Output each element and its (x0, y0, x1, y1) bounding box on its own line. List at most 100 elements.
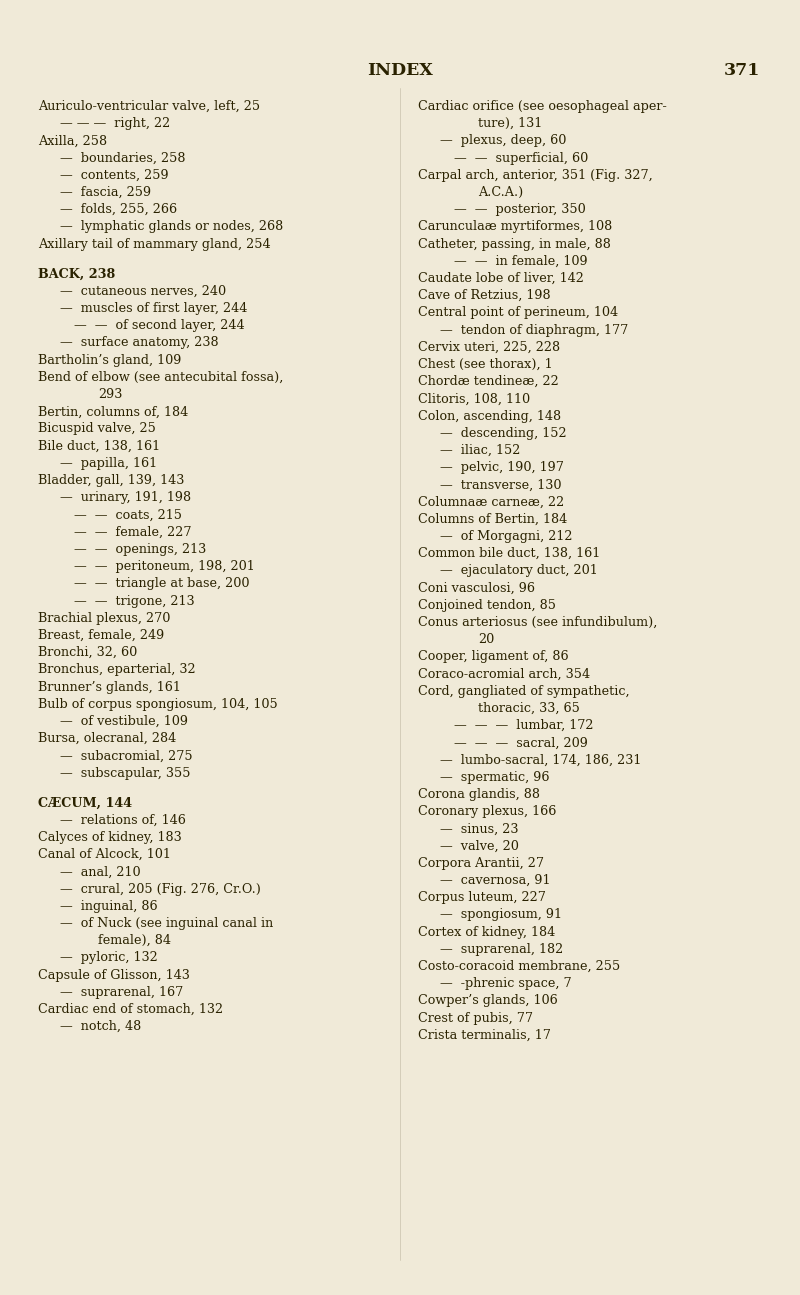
Text: Bronchus, eparterial, 32: Bronchus, eparterial, 32 (38, 663, 196, 676)
Text: CÆCUM, 144: CÆCUM, 144 (38, 796, 132, 809)
Text: —  plexus, deep, 60: — plexus, deep, 60 (440, 135, 566, 148)
Text: Corpora Arantii, 27: Corpora Arantii, 27 (418, 857, 544, 870)
Text: —  —  coats, 215: — — coats, 215 (74, 509, 182, 522)
Text: Conus arteriosus (see infundibulum),: Conus arteriosus (see infundibulum), (418, 616, 658, 629)
Text: — — —  right, 22: — — — right, 22 (60, 118, 170, 131)
Text: —  —  —  sacral, 209: — — — sacral, 209 (454, 737, 588, 750)
Text: —  —  peritoneum, 198, 201: — — peritoneum, 198, 201 (74, 561, 254, 574)
Text: —  —  trigone, 213: — — trigone, 213 (74, 594, 194, 607)
Text: —  valve, 20: — valve, 20 (440, 839, 519, 852)
Text: —  spermatic, 96: — spermatic, 96 (440, 771, 550, 783)
Text: —  transverse, 130: — transverse, 130 (440, 478, 562, 491)
Text: Catheter, passing, in male, 88: Catheter, passing, in male, 88 (418, 237, 611, 251)
Text: —  —  posterior, 350: — — posterior, 350 (454, 203, 586, 216)
Text: Cowper’s glands, 106: Cowper’s glands, 106 (418, 995, 558, 1008)
Text: Breast, female, 249: Breast, female, 249 (38, 629, 164, 642)
Text: Coronary plexus, 166: Coronary plexus, 166 (418, 805, 556, 818)
Text: Coraco-acromial arch, 354: Coraco-acromial arch, 354 (418, 668, 590, 681)
Text: —  —  female, 227: — — female, 227 (74, 526, 191, 539)
Text: —  spongiosum, 91: — spongiosum, 91 (440, 908, 562, 922)
Text: —  sinus, 23: — sinus, 23 (440, 822, 518, 835)
Text: ture), 131: ture), 131 (478, 118, 542, 131)
Text: —  subscapular, 355: — subscapular, 355 (60, 767, 190, 780)
Text: —  ejaculatory duct, 201: — ejaculatory duct, 201 (440, 565, 598, 578)
Text: —  of vestibule, 109: — of vestibule, 109 (60, 715, 188, 728)
Text: Calyces of kidney, 183: Calyces of kidney, 183 (38, 831, 182, 844)
Text: Bladder, gall, 139, 143: Bladder, gall, 139, 143 (38, 474, 184, 487)
Text: A.C.A.): A.C.A.) (478, 186, 523, 199)
Text: 371: 371 (724, 62, 760, 79)
Text: —  lumbo-sacral, 174, 186, 231: — lumbo-sacral, 174, 186, 231 (440, 754, 642, 767)
Text: —  surface anatomy, 238: — surface anatomy, 238 (60, 337, 218, 350)
Text: —  —  triangle at base, 200: — — triangle at base, 200 (74, 578, 250, 591)
Text: —  folds, 255, 266: — folds, 255, 266 (60, 203, 177, 216)
Text: —  of Nuck (see inguinal canal in: — of Nuck (see inguinal canal in (60, 917, 274, 930)
Text: Bile duct, 138, 161: Bile duct, 138, 161 (38, 440, 160, 453)
Text: BACK, 238: BACK, 238 (38, 268, 115, 281)
Text: Caudate lobe of liver, 142: Caudate lobe of liver, 142 (418, 272, 584, 285)
Text: —  papilla, 161: — papilla, 161 (60, 457, 157, 470)
Text: Brunner’s glands, 161: Brunner’s glands, 161 (38, 680, 181, 694)
Text: Crista terminalis, 17: Crista terminalis, 17 (418, 1028, 551, 1041)
Text: Coni vasculosi, 96: Coni vasculosi, 96 (418, 581, 535, 594)
Text: female), 84: female), 84 (98, 934, 171, 947)
Text: Costo-coracoid membrane, 255: Costo-coracoid membrane, 255 (418, 960, 620, 973)
Text: Cortex of kidney, 184: Cortex of kidney, 184 (418, 926, 555, 939)
Text: —  tendon of diaphragm, 177: — tendon of diaphragm, 177 (440, 324, 628, 337)
Text: —  relations of, 146: — relations of, 146 (60, 813, 186, 826)
Text: —  cutaneous nerves, 240: — cutaneous nerves, 240 (60, 285, 226, 298)
Text: Cord, gangliated of sympathetic,: Cord, gangliated of sympathetic, (418, 685, 630, 698)
Text: Axilla, 258: Axilla, 258 (38, 135, 107, 148)
Text: Brachial plexus, 270: Brachial plexus, 270 (38, 611, 170, 624)
Text: Corpus luteum, 227: Corpus luteum, 227 (418, 891, 546, 904)
Text: Capsule of Glisson, 143: Capsule of Glisson, 143 (38, 969, 190, 982)
Text: —  suprarenal, 167: — suprarenal, 167 (60, 985, 183, 998)
Text: Cave of Retzius, 198: Cave of Retzius, 198 (418, 289, 550, 302)
Text: —  pelvic, 190, 197: — pelvic, 190, 197 (440, 461, 564, 474)
Text: Bertin, columns of, 184: Bertin, columns of, 184 (38, 405, 188, 418)
Text: Central point of perineum, 104: Central point of perineum, 104 (418, 307, 618, 320)
Text: —  urinary, 191, 198: — urinary, 191, 198 (60, 491, 191, 504)
Text: —  —  openings, 213: — — openings, 213 (74, 543, 206, 556)
Text: —  -phrenic space, 7: — -phrenic space, 7 (440, 978, 572, 991)
Text: 293: 293 (98, 388, 122, 401)
Text: —  —  in female, 109: — — in female, 109 (454, 255, 588, 268)
Text: —  muscles of first layer, 244: — muscles of first layer, 244 (60, 302, 247, 315)
Text: —  lymphatic glands or nodes, 268: — lymphatic glands or nodes, 268 (60, 220, 283, 233)
Text: thoracic, 33, 65: thoracic, 33, 65 (478, 702, 580, 715)
Text: —  boundaries, 258: — boundaries, 258 (60, 152, 186, 164)
Text: —  —  of second layer, 244: — — of second layer, 244 (74, 320, 245, 333)
Text: —  descending, 152: — descending, 152 (440, 427, 566, 440)
Text: Canal of Alcock, 101: Canal of Alcock, 101 (38, 848, 171, 861)
Text: —  pyloric, 132: — pyloric, 132 (60, 952, 158, 965)
Text: Crest of pubis, 77: Crest of pubis, 77 (418, 1011, 533, 1024)
Text: —  —  —  lumbar, 172: — — — lumbar, 172 (454, 719, 594, 732)
Text: —  inguinal, 86: — inguinal, 86 (60, 900, 158, 913)
Text: Bulb of corpus spongiosum, 104, 105: Bulb of corpus spongiosum, 104, 105 (38, 698, 278, 711)
Text: 20: 20 (478, 633, 494, 646)
Text: Chordæ tendineæ, 22: Chordæ tendineæ, 22 (418, 376, 558, 388)
Text: —  anal, 210: — anal, 210 (60, 865, 141, 878)
Text: Common bile duct, 138, 161: Common bile duct, 138, 161 (418, 548, 600, 561)
Text: —  fascia, 259: — fascia, 259 (60, 186, 151, 199)
Text: —  subacromial, 275: — subacromial, 275 (60, 750, 193, 763)
Text: Corona glandis, 88: Corona glandis, 88 (418, 787, 540, 802)
Text: —  iliac, 152: — iliac, 152 (440, 444, 520, 457)
Text: Cooper, ligament of, 86: Cooper, ligament of, 86 (418, 650, 569, 663)
Text: Carpal arch, anterior, 351 (Fig. 327,: Carpal arch, anterior, 351 (Fig. 327, (418, 168, 653, 181)
Text: Colon, ascending, 148: Colon, ascending, 148 (418, 409, 561, 422)
Text: Conjoined tendon, 85: Conjoined tendon, 85 (418, 598, 556, 611)
Text: Cardiac end of stomach, 132: Cardiac end of stomach, 132 (38, 1004, 223, 1017)
Text: Cervix uteri, 225, 228: Cervix uteri, 225, 228 (418, 341, 560, 354)
Text: —  suprarenal, 182: — suprarenal, 182 (440, 943, 563, 956)
Text: —  contents, 259: — contents, 259 (60, 168, 169, 181)
Text: Clitoris, 108, 110: Clitoris, 108, 110 (418, 392, 530, 405)
Text: —  crural, 205 (Fig. 276, Cr.O.): — crural, 205 (Fig. 276, Cr.O.) (60, 883, 261, 896)
Text: Columnaæ carneæ, 22: Columnaæ carneæ, 22 (418, 496, 564, 509)
Text: —  of Morgagni, 212: — of Morgagni, 212 (440, 530, 573, 543)
Text: Cardiac orifice (see oesophageal aper-: Cardiac orifice (see oesophageal aper- (418, 100, 666, 113)
Text: Auriculo-ventricular valve, left, 25: Auriculo-ventricular valve, left, 25 (38, 100, 260, 113)
Text: Columns of Bertin, 184: Columns of Bertin, 184 (418, 513, 567, 526)
Text: Chest (see thorax), 1: Chest (see thorax), 1 (418, 357, 553, 370)
Text: —  notch, 48: — notch, 48 (60, 1020, 142, 1033)
